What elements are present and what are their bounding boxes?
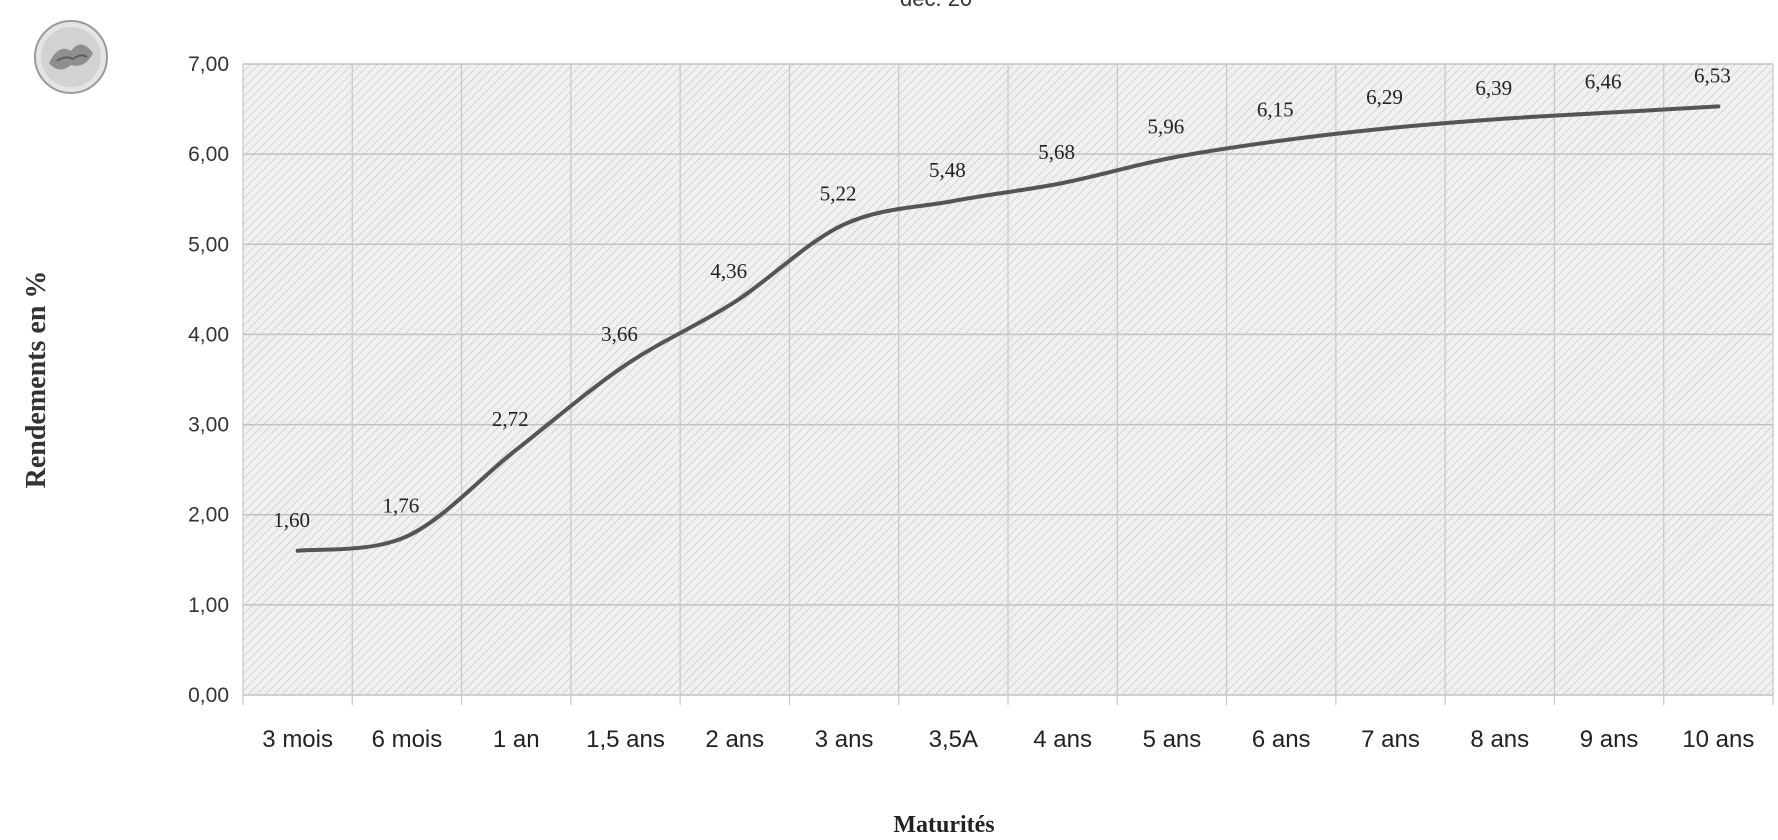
y-tick-label: 6,00 <box>188 143 229 166</box>
data-label: 4,36 <box>710 259 747 283</box>
y-tick-label: 2,00 <box>188 504 229 527</box>
data-labels: 1,60 1,76 2,72 3,66 4,36 5,22 5,48 5,68 5,96 6,15… <box>273 63 1730 531</box>
data-label: 5,68 <box>1038 140 1075 164</box>
x-tick-label: 2 ans <box>705 726 764 753</box>
x-tick-label: 3 ans <box>815 726 874 753</box>
x-tick-label: 3,5A <box>929 726 978 753</box>
y-tick-label: 0,00 <box>188 684 229 707</box>
data-label: 3,66 <box>601 322 638 346</box>
y-tick-label: 5,00 <box>188 233 229 256</box>
x-tick-label: 4 ans <box>1033 726 1092 753</box>
x-tick-label: 9 ans <box>1580 726 1639 753</box>
vertical-gridlines <box>242 64 1774 705</box>
y-axis-tick-labels: 0,00 1,00 2,00 3,00 4,00 5,00 6,00 7,00 <box>188 53 229 707</box>
x-axis-tick-labels: 3 mois 6 mois 1 an 1,5 ans 2 ans 3 ans 3,5A 4 a… <box>262 726 1754 753</box>
data-label: 1,76 <box>383 493 420 517</box>
data-label: 6,29 <box>1366 85 1403 109</box>
x-tick-label: 6 mois <box>372 726 443 753</box>
x-tick-label: 3 mois <box>262 726 333 753</box>
y-tick-label: 3,00 <box>188 414 229 437</box>
data-label: 6,46 <box>1585 70 1622 94</box>
x-tick-label: 8 ans <box>1470 726 1529 753</box>
x-axis-label: Maturités <box>893 812 994 838</box>
emblem-seal-icon <box>34 20 108 94</box>
data-label: 6,39 <box>1475 76 1512 100</box>
x-tick-label: 7 ans <box>1361 726 1420 753</box>
x-tick-label: 6 ans <box>1252 726 1311 753</box>
y-tick-label: 7,00 <box>188 53 229 76</box>
data-label: 1,60 <box>273 508 310 532</box>
data-label: 5,22 <box>820 181 857 205</box>
x-tick-label: 5 ans <box>1143 726 1202 753</box>
series-line <box>295 104 1721 553</box>
chart-title-fragment: dec. 20 <box>900 0 972 12</box>
y-axis-label: Rendements en % <box>21 271 52 489</box>
data-label: 6,15 <box>1257 98 1294 122</box>
y-tick-label: 1,00 <box>188 594 229 617</box>
data-label: 5,48 <box>929 158 966 182</box>
data-label: 6,53 <box>1694 63 1731 87</box>
x-tick-label: 1,5 ans <box>586 726 665 753</box>
data-label: 2,72 <box>492 407 529 431</box>
x-tick-label: 1 an <box>493 726 540 753</box>
data-label: 5,96 <box>1148 115 1185 139</box>
y-tick-label: 4,00 <box>188 323 229 346</box>
x-tick-label: 10 ans <box>1682 726 1754 753</box>
